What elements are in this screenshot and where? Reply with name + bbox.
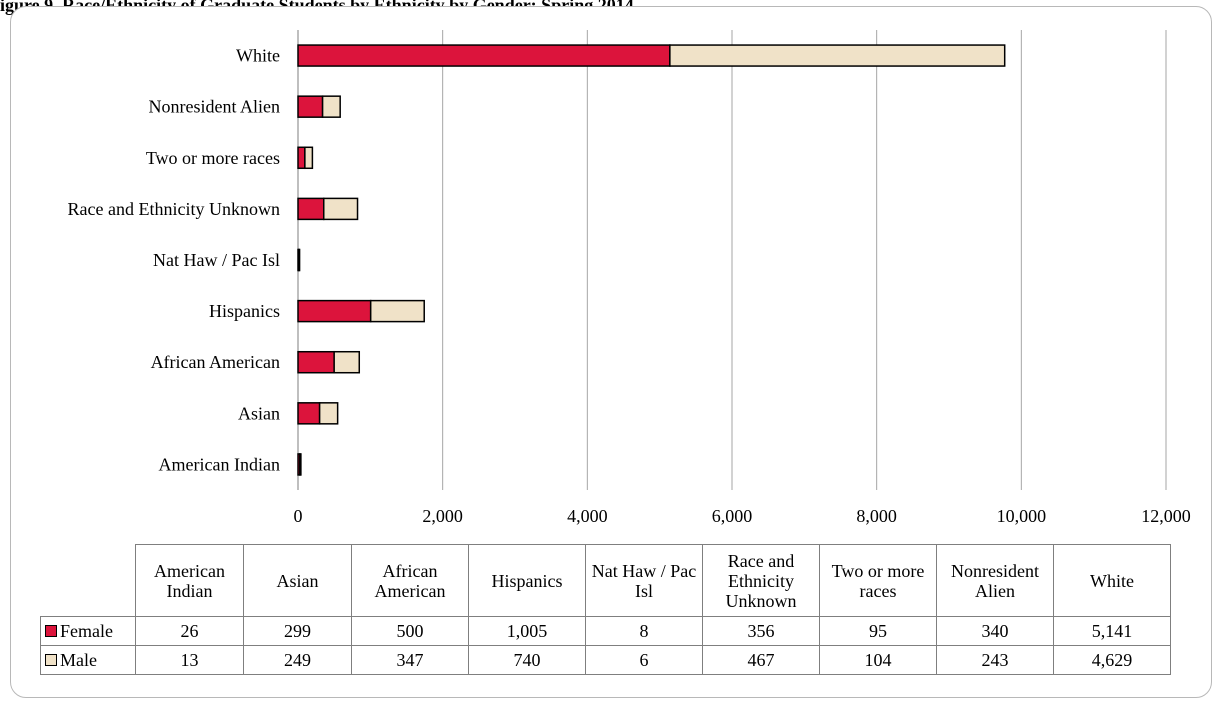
- x-tick-label: 10,000: [997, 506, 1047, 526]
- x-tick-label: 12,000: [1141, 506, 1191, 526]
- category-labels: American Indian Asian African American Hisp…: [68, 46, 280, 475]
- table-column-header: White: [1053, 544, 1171, 617]
- table-cell: 500: [351, 616, 469, 646]
- category-label: African American: [151, 352, 280, 372]
- table-cell: 347: [351, 645, 469, 675]
- table-cell: 467: [702, 645, 820, 675]
- table-column-header: Race and Ethnicity Unknown: [702, 544, 820, 617]
- bar-male: [297, 248, 301, 272]
- x-tick-label: 0: [294, 506, 303, 526]
- table-column-header: American Indian: [135, 544, 244, 617]
- bar-chart: American Indian Asian African American Hisp…: [68, 30, 1191, 526]
- table-cell: 6: [585, 645, 703, 675]
- table-cell: 8: [585, 616, 703, 646]
- table-column-header: African American: [351, 544, 469, 617]
- table-column-header: Nat Haw / Pac Isl: [585, 544, 703, 617]
- category-label: Asian: [238, 403, 280, 423]
- table-column-header: Asian: [243, 544, 352, 617]
- bar-female: [297, 350, 335, 374]
- bar-male: [321, 95, 341, 118]
- bar-female: [297, 146, 306, 170]
- x-tick-label: 6,000: [712, 506, 753, 526]
- table-cell: 243: [936, 645, 1054, 675]
- table-cell: 249: [243, 645, 352, 675]
- category-label: White: [236, 46, 280, 66]
- bar-female: [297, 197, 325, 221]
- bar-male: [304, 146, 314, 170]
- table-column-header: Nonresident Alien: [936, 544, 1054, 617]
- grid-lines: [297, 30, 1167, 490]
- x-tick-label: 2,000: [422, 506, 463, 526]
- table-cell: 13: [135, 645, 244, 675]
- bar-male: [323, 197, 359, 221]
- x-tick-label: 8,000: [856, 506, 897, 526]
- bar-female: [297, 402, 321, 425]
- table-cell: 356: [702, 616, 820, 646]
- table-row: Female 26 299 500 1,005 8 356 95 340 5,141: [40, 616, 1171, 646]
- table-series-label: Male: [40, 645, 136, 675]
- x-tick-label: 4,000: [567, 506, 608, 526]
- category-label: Nonresident Alien: [149, 97, 280, 117]
- table-cell: 26: [135, 616, 244, 646]
- bars: [297, 44, 1006, 476]
- table-series-label: Female: [40, 616, 136, 646]
- table-cell: 1,005: [468, 616, 586, 646]
- data-table: American Indian Asian African American Hisp…: [40, 544, 1171, 675]
- category-label: Race and Ethnicity Unknown: [68, 199, 280, 219]
- bar-male: [369, 299, 425, 323]
- table-cell: 299: [243, 616, 352, 646]
- bar-male: [299, 453, 302, 476]
- bar-female: [297, 95, 324, 118]
- bar-female: [297, 44, 671, 67]
- table-header-row: American Indian Asian African American Hisp…: [40, 544, 1171, 617]
- table-column-header: Two or more races: [819, 544, 937, 617]
- table-cell: 104: [819, 645, 937, 675]
- table-cell: 340: [936, 616, 1054, 646]
- legend-swatch: [45, 625, 57, 637]
- category-label: Nat Haw / Pac Isl: [153, 250, 280, 270]
- table-cell: 95: [819, 616, 937, 646]
- legend-label: Male: [60, 650, 97, 670]
- table-row: Male 13 249 347 740 6 467 104 243 4,629: [40, 645, 1171, 675]
- table-cell: 5,141: [1053, 616, 1171, 646]
- table-cell: 4,629: [1053, 645, 1171, 675]
- bar-male: [669, 44, 1006, 67]
- bar-male: [333, 350, 361, 374]
- category-label: Two or more races: [146, 148, 280, 168]
- bar-male: [318, 402, 339, 425]
- legend-swatch: [45, 654, 57, 666]
- category-label: Hispanics: [209, 301, 280, 321]
- x-tick-labels: 0 2,000 4,000 6,000 8,000 10,000 12,000: [294, 506, 1191, 526]
- category-label: American Indian: [159, 454, 280, 474]
- bar-female: [297, 299, 372, 323]
- table-column-header: Hispanics: [468, 544, 586, 617]
- table-corner-cell: [40, 544, 136, 617]
- legend-label: Female: [60, 621, 113, 641]
- table-cell: 740: [468, 645, 586, 675]
